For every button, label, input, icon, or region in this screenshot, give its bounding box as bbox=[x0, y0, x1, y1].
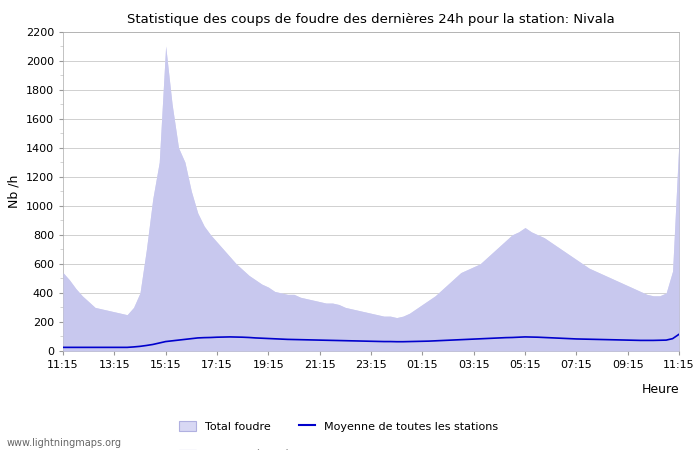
Text: Heure: Heure bbox=[641, 383, 679, 396]
Text: www.lightningmaps.org: www.lightningmaps.org bbox=[7, 438, 122, 448]
Title: Statistique des coups de foudre des dernières 24h pour la station: Nivala: Statistique des coups de foudre des dern… bbox=[127, 13, 615, 26]
Y-axis label: Nb /h: Nb /h bbox=[7, 175, 20, 208]
